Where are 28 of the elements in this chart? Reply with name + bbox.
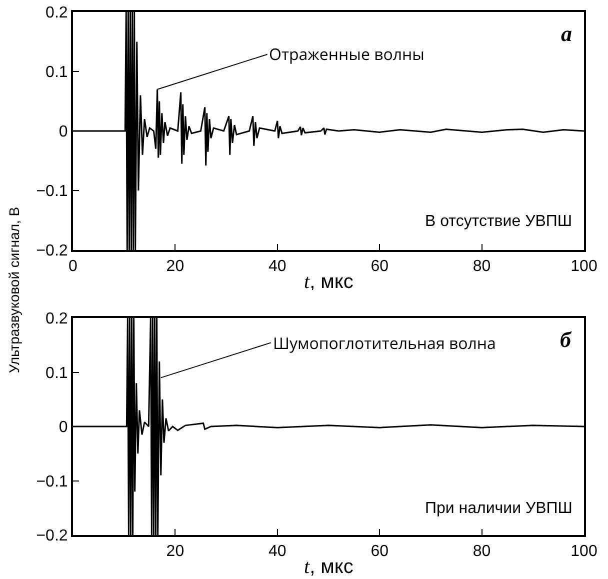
x-tick-label: 60 <box>370 543 389 560</box>
x-tick-label: 20 <box>166 543 184 560</box>
y-tick-label: −0.1 <box>36 183 68 200</box>
x-tick-label: 20 <box>166 258 184 276</box>
annotation: б <box>560 327 572 352</box>
x-tick-label: 40 <box>268 543 286 560</box>
x-tick-label: 100 <box>570 543 598 560</box>
annotation: Отраженные волны <box>269 43 424 65</box>
y-tick-label: 0 <box>58 124 68 141</box>
y-tick-label: 0.1 <box>46 64 68 82</box>
y-tick-label: 0.2 <box>46 310 68 328</box>
annotation: При наличии УВПШ <box>425 500 572 517</box>
x-tick-label: 80 <box>472 543 491 560</box>
y-tick-label: −0.2 <box>36 528 68 545</box>
y-tick-label: 0.2 <box>46 4 68 22</box>
x-tick-label: 100 <box>570 258 598 276</box>
x-axis-title: t, мкс <box>304 556 354 578</box>
annotation: Шумопоглотительная волна <box>273 332 496 354</box>
annotation: а <box>561 21 572 46</box>
y-axis-title: Ультразвуковой сигнал, В <box>6 206 22 374</box>
x-tick-label: 40 <box>268 258 286 276</box>
y-tick-label: 0.1 <box>46 364 68 382</box>
y-tick-label: −0.1 <box>36 473 68 490</box>
x-tick-label: 80 <box>472 258 491 276</box>
x-tick-label: 60 <box>370 258 389 276</box>
annotation: В отсутствие УВПШ <box>425 213 572 230</box>
y-tick-label: −0.2 <box>36 242 68 260</box>
y-tick-label: 0 <box>58 419 68 436</box>
